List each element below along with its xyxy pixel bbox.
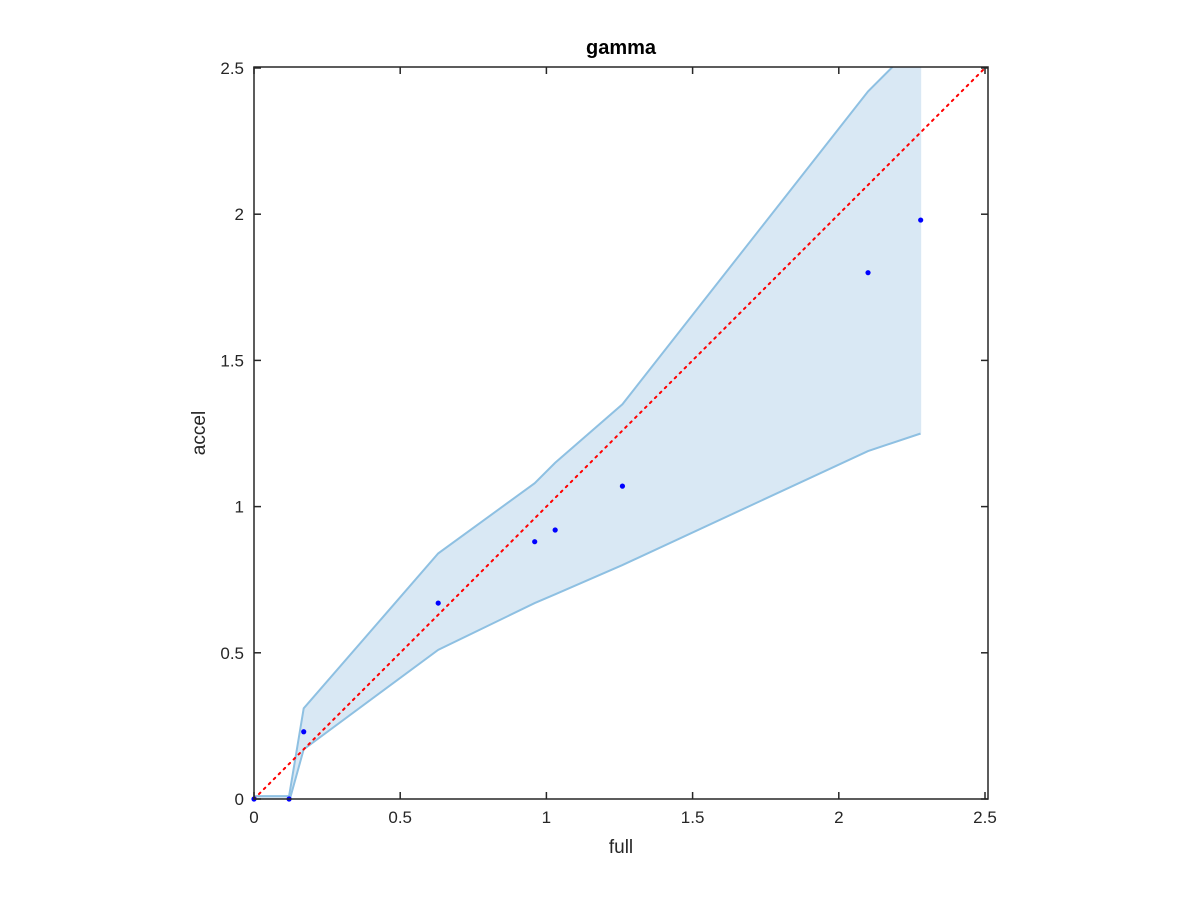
chart-title: gamma [586, 37, 657, 59]
x-tick-label: 0.5 [388, 808, 412, 827]
y-tick-label: 2 [235, 205, 244, 224]
data-point [301, 729, 307, 735]
axes-box [253, 66, 989, 800]
identity-line [254, 67, 986, 799]
x-axis-label: full [609, 837, 633, 858]
x-tick-label: 2.5 [973, 808, 997, 827]
y-tick-label: 0 [235, 790, 244, 809]
axes: 0 0.5 1 1.5 2 2.5 0 0.5 1 1.5 2 2.5 [220, 59, 996, 827]
y-tick-label: 1 [235, 498, 244, 517]
data-point [865, 270, 871, 276]
data-point [918, 217, 924, 223]
y-tick-label: 1.5 [220, 351, 244, 370]
data-point [619, 483, 626, 489]
y-tick-label: 0.5 [220, 644, 244, 663]
x-tick-label: 0 [249, 808, 258, 827]
data-points [251, 217, 924, 802]
x-tick-label: 1 [542, 808, 551, 827]
x-tick-label: 1.5 [681, 808, 705, 827]
band-lower-edge [288, 432, 921, 799]
reference-line [254, 67, 986, 799]
data-point [552, 527, 558, 533]
band-upper-edge [254, 67, 894, 798]
data-point [532, 539, 538, 545]
data-point [435, 600, 441, 606]
confidence-band [254, 67, 922, 799]
x-tick-label: 2 [834, 808, 843, 827]
y-tick-label: 2.5 [220, 59, 244, 78]
band-fill [254, 67, 921, 799]
y-axis-label: accel [189, 411, 210, 455]
